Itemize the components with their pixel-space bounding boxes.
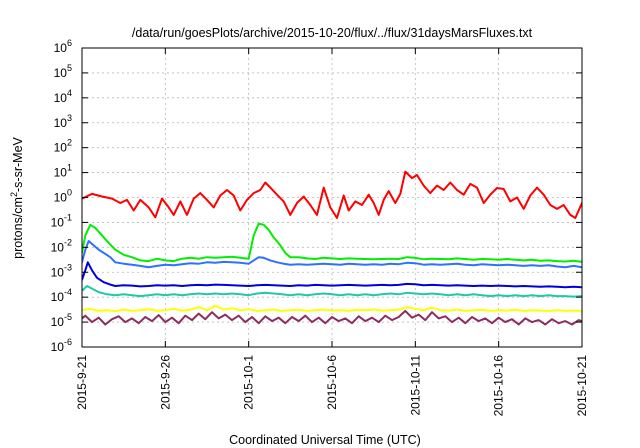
chart-title: /data/run/goesPlots/archive/2015-10-20/f… [132,26,533,40]
series-line-6 [82,304,582,313]
y-tick-label: 104 [54,88,72,105]
y-tick-label: 10-6 [51,337,72,354]
series-line-5 [82,285,582,298]
y-tick-label: 105 [54,63,72,80]
x-tick-label: 2015-10-11 [408,355,422,416]
x-tick-label: 2015-9-26 [158,355,172,410]
y-tick-label: 10-5 [51,312,72,329]
y-tick-label: 10-1 [51,212,72,229]
series-line-7 [82,309,582,326]
series-line-4 [82,261,582,289]
y-tick-label: 102 [54,138,72,155]
series-line-2 [82,222,582,263]
x-tick-label: 2015-10-6 [325,355,339,410]
y-tick-label: 10-2 [51,237,72,254]
y-tick-label: 10-4 [51,287,72,304]
series-line-3 [82,240,582,269]
y-axis-label: protons/cm2-s-sr-MeV [9,136,25,258]
grid [82,48,582,347]
y-tick-label: 103 [54,113,72,130]
x-tick-label: 2015-10-21 [575,355,589,417]
series-line-1 [82,170,582,219]
x-tick-label: 2015-10-1 [242,355,256,410]
x-axis-label: Coordinated Universal Time (UTC) [229,433,421,447]
y-axis: 10-6 10-5 10-4 10-3 10-2 10-1 100 101 102 103 104 1… [51,38,582,354]
series-layer [82,170,582,326]
y-tick-label: 10-3 [51,262,72,279]
x-tick-label: 2015-10-16 [492,355,506,417]
y-tick-label: 106 [54,38,72,55]
y-tick-label: 100 [54,188,72,205]
y-tick-label: 101 [54,163,72,180]
x-axis: 2015-9-21 2015-9-26 2015-10-1 2015-10-6 2015… [75,48,589,416]
x-tick-label: 2015-9-21 [75,355,89,410]
